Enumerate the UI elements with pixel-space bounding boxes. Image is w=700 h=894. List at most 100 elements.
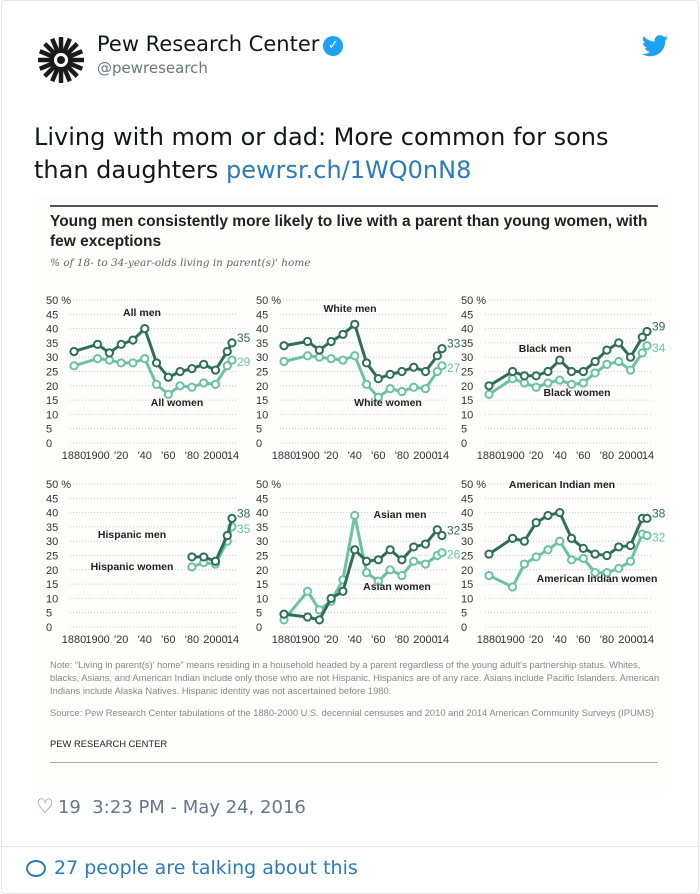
x-tick-label: '60 xyxy=(161,634,175,646)
tweet-link[interactable]: pewrsr.ch/1WQ0nN8 xyxy=(225,156,472,184)
y-tick-label: 40 xyxy=(461,324,473,336)
x-tick-label: 1900 xyxy=(500,450,524,462)
data-point xyxy=(175,381,185,391)
data-point xyxy=(625,556,636,566)
x-tick-label: '60 xyxy=(576,450,590,462)
y-tick-label: 35 xyxy=(461,522,473,534)
x-tick-label: 1880 xyxy=(62,634,86,646)
data-point xyxy=(302,351,313,361)
data-point xyxy=(602,568,612,578)
y-tick-label: 15 xyxy=(461,579,473,591)
x-tick-label: '80 xyxy=(395,450,409,462)
data-point xyxy=(350,351,360,361)
data-point xyxy=(519,378,529,388)
x-tick-label: '40 xyxy=(348,450,362,462)
end-value-label: 38 xyxy=(237,506,251,520)
data-point xyxy=(614,356,624,367)
data-point xyxy=(338,329,348,339)
y-tick-label: 35 xyxy=(256,522,268,534)
women-line xyxy=(282,515,443,621)
data-point xyxy=(642,341,652,351)
y-tick-label: 30 xyxy=(256,352,268,364)
timestamp[interactable]: 3:23 PM - May 24, 2016 xyxy=(92,797,306,818)
heart-icon[interactable]: ♡ xyxy=(36,794,54,818)
data-point xyxy=(69,361,79,371)
x-tick-label: '40 xyxy=(553,634,567,646)
data-point xyxy=(326,336,336,347)
data-point xyxy=(140,354,150,364)
x-tick-label: 1880 xyxy=(272,634,296,646)
y-tick-label: 10 xyxy=(461,409,473,421)
x-tick-label: '40 xyxy=(138,634,152,646)
y-tick-label: 20 xyxy=(256,565,268,577)
series-name-label: Black men xyxy=(519,343,572,355)
data-point xyxy=(543,378,553,388)
y-tick-label: 10 xyxy=(256,409,268,421)
y-tick-label: 50 % xyxy=(256,295,281,307)
top-rule xyxy=(50,205,658,207)
data-point xyxy=(210,365,221,375)
y-tick-label: 30 xyxy=(461,536,473,548)
data-point xyxy=(555,375,565,385)
data-point xyxy=(432,366,442,377)
twitter-bird-icon[interactable] xyxy=(642,35,668,57)
end-value-label: 38 xyxy=(652,506,666,520)
author-handle[interactable]: @pewresearch xyxy=(97,59,208,77)
y-tick-label: 35 xyxy=(461,338,473,350)
data-point xyxy=(210,556,221,566)
pew-logo-avatar[interactable] xyxy=(36,35,86,85)
data-point xyxy=(279,341,289,351)
chart-panel: 50 % 45 40 35 30 25 20 15 10 5 0 1880 1900 '20 '40 '60 '… xyxy=(461,295,666,462)
chart-panel: 50 % 45 40 35 30 25 20 15 10 5 0 1880 1900 '20 '40 '60 '… xyxy=(46,295,251,462)
author-name[interactable]: Pew Research Center ✓ xyxy=(97,32,344,56)
data-point xyxy=(350,545,360,555)
y-tick-label: 45 xyxy=(46,493,58,505)
data-point xyxy=(151,358,162,368)
series-name-label: American Indian men xyxy=(509,479,615,491)
data-point xyxy=(338,355,348,365)
data-point xyxy=(602,359,612,369)
series-name-label: All women xyxy=(151,397,204,409)
data-point xyxy=(437,548,447,558)
y-tick-label: 35 xyxy=(46,338,58,350)
data-point xyxy=(92,354,103,364)
data-point xyxy=(637,348,647,358)
data-point xyxy=(128,358,138,368)
data-point xyxy=(128,335,138,345)
like-count[interactable]: 19 xyxy=(57,797,81,818)
chart-note: Note: “Living in parent(s)' home” means … xyxy=(50,659,660,696)
end-value-label: 29 xyxy=(237,355,251,369)
x-tick-label: '60 xyxy=(371,450,385,462)
x-tick-label: 2000 xyxy=(203,634,227,646)
data-point xyxy=(227,355,237,365)
data-point xyxy=(302,586,313,596)
y-tick-label: 15 xyxy=(256,579,268,591)
data-point xyxy=(227,338,237,348)
x-tick-label: '60 xyxy=(576,634,590,646)
data-point xyxy=(187,382,197,392)
x-tick-label: 1880 xyxy=(477,634,501,646)
series-name-label: Hispanic men xyxy=(98,529,166,541)
conversation-link[interactable]: 27 people are talking about this xyxy=(26,857,358,879)
x-tick-label: '40 xyxy=(553,450,567,462)
chart-source: Source: Pew Research Center tabulations … xyxy=(50,707,654,718)
data-point xyxy=(373,392,383,402)
data-point xyxy=(555,355,565,365)
data-point xyxy=(385,384,395,394)
x-tick-label: '20 xyxy=(324,634,338,646)
y-tick-label: 45 xyxy=(256,309,268,321)
data-point xyxy=(578,366,588,377)
verified-badge-icon: ✓ xyxy=(323,36,344,56)
data-point xyxy=(432,351,442,361)
data-point xyxy=(409,542,419,552)
data-point xyxy=(614,338,624,348)
data-point xyxy=(361,556,372,566)
chart-panel: 50 % 45 40 35 30 25 20 15 10 5 0 1880 1900 '20 '40 '60 '… xyxy=(46,479,251,646)
y-tick-label: 0 xyxy=(256,622,262,634)
data-point xyxy=(409,382,419,392)
series-name-label: Asian women xyxy=(363,581,431,593)
data-point xyxy=(519,536,529,546)
chart-image[interactable]: Young men consistently more likely to li… xyxy=(34,196,670,793)
chart-brand: PEW RESEARCH CENTER xyxy=(50,738,168,749)
y-tick-label: 50 % xyxy=(46,295,71,307)
